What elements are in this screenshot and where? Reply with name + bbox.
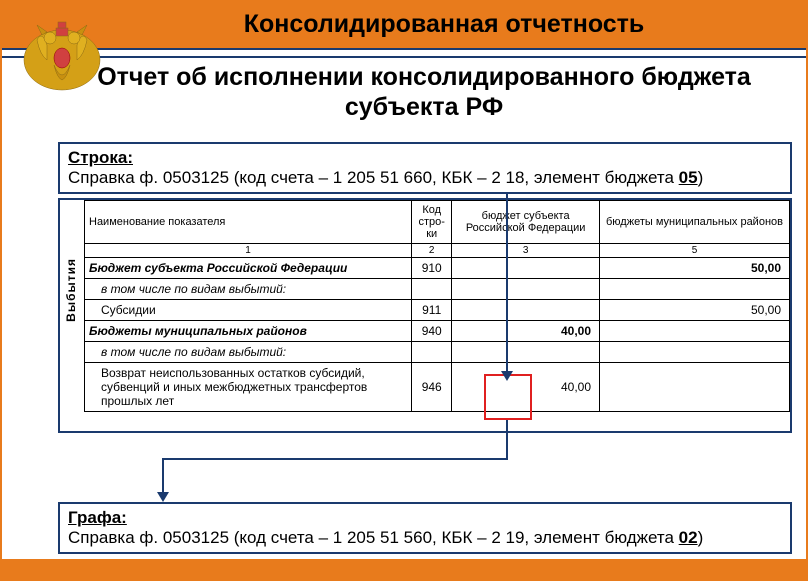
cell-c5: 50,00 [600,258,790,279]
cn-1: 1 [85,244,412,258]
cell-c3 [452,279,600,300]
cell-c3: 40,00 [452,321,600,342]
arrow-top-head [501,371,513,381]
arrow-bot-h [162,458,508,460]
callout-bottom: Графа: Справка ф. 0503125 (код счета – 1… [58,502,792,554]
cell-name: Возврат неиспользованных остатков субсид… [85,363,412,412]
callout-top: Строка: Справка ф. 0503125 (код счета – … [58,142,792,194]
cell-code: 940 [412,321,452,342]
title-sub: Отчет об исполнении консолидированного б… [2,62,806,122]
cell-c3 [452,342,600,363]
cell-c5 [600,363,790,412]
table-row: Возврат неиспользованных остатков субсид… [85,363,790,412]
table-area: Выбытия Наименование показателя Код стро… [58,198,792,433]
cell-c3: 40,00 [452,363,600,412]
table-header-row: Наименование показателя Код стро-ки бюдж… [85,201,790,244]
slide: Консолидированная отчетность Отчет об ис… [0,0,808,581]
arrow-bot-v1 [506,420,508,460]
arrow-bot-head [157,492,169,502]
cell-name: Бюджеты муниципальных районов [85,321,412,342]
callout-bottom-prefix: Справка ф. 0503125 (код счета – 1 205 51… [68,528,679,547]
table-row: Субсидии911 50,00 [85,300,790,321]
cell-code [412,342,452,363]
table-colnum-row: 1 2 3 5 [85,244,790,258]
cell-code [412,279,452,300]
table-row: Бюджет субъекта Российской Федерации910 5… [85,258,790,279]
emblem-icon [12,10,112,100]
top-stripe [2,48,806,58]
callout-bottom-suffix: ) [698,528,704,547]
cell-name: Бюджет субъекта Российской Федерации [85,258,412,279]
table-row: в том числе по видам выбытий: [85,342,790,363]
data-table: Наименование показателя Код стро-ки бюдж… [84,200,790,412]
th-4: бюджеты муниципальных районов [600,201,790,244]
cn-4: 5 [600,244,790,258]
cell-c3 [452,300,600,321]
callout-top-code: 05 [679,168,698,187]
cell-c5 [600,279,790,300]
callout-top-label: Строка: [68,148,133,167]
cn-3: 3 [452,244,600,258]
cell-code: 946 [412,363,452,412]
cell-name: в том числе по видам выбытий: [85,342,412,363]
arrow-bot-v2 [162,458,164,496]
cn-2: 2 [412,244,452,258]
table-row: Бюджеты муниципальных районов94040,00 [85,321,790,342]
bottom-bar [2,559,806,579]
callout-top-prefix: Справка ф. 0503125 (код счета – 1 205 51… [68,168,679,187]
cell-name: в том числе по видам выбытий: [85,279,412,300]
cell-code: 911 [412,300,452,321]
callout-bottom-code: 02 [679,528,698,547]
callout-bottom-label: Графа: [68,508,127,527]
cell-c5: 50,00 [600,300,790,321]
th-1: Наименование показателя [85,201,412,244]
table-row: в том числе по видам выбытий: [85,279,790,300]
cell-c5 [600,342,790,363]
th-2: Код стро-ки [412,201,452,244]
arrow-top-v [506,194,508,375]
callout-top-suffix: ) [698,168,704,187]
cell-c3 [452,258,600,279]
title-main: Консолидированная отчетность [2,10,806,39]
cell-code: 910 [412,258,452,279]
th-3: бюджет субъекта Российской Федерации [452,201,600,244]
vertical-label: Выбытия [64,258,78,322]
cell-name: Субсидии [85,300,412,321]
cell-c5 [600,321,790,342]
